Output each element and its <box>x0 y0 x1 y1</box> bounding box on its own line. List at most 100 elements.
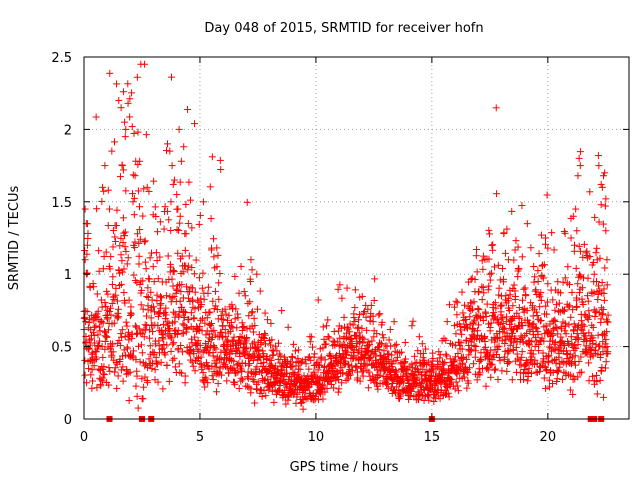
data-point <box>122 247 130 255</box>
data-point-peak <box>576 162 584 170</box>
data-point <box>249 376 257 384</box>
data-point-peak <box>101 162 109 170</box>
data-point <box>338 294 346 302</box>
data-point <box>368 337 376 345</box>
data-point <box>140 238 148 246</box>
data-point <box>161 315 169 323</box>
data-point <box>268 346 276 354</box>
data-point <box>274 339 282 347</box>
data-point <box>96 327 104 335</box>
data-point <box>109 273 117 281</box>
data-point <box>264 367 272 375</box>
data-point <box>142 312 150 320</box>
data-point <box>551 306 559 314</box>
data-point <box>230 333 238 341</box>
data-point <box>491 365 499 373</box>
data-point <box>154 228 162 236</box>
data-point <box>135 203 143 211</box>
data-point <box>472 342 480 350</box>
data-point <box>152 212 160 220</box>
data-point <box>201 383 209 391</box>
data-point <box>112 291 120 299</box>
data-point <box>131 172 139 180</box>
data-point <box>181 372 189 380</box>
data-point <box>371 275 379 283</box>
data-point <box>145 187 153 195</box>
data-point <box>125 296 133 304</box>
data-point <box>211 287 219 295</box>
data-point <box>324 333 332 341</box>
x-axis-label: GPS time / hours <box>290 460 399 475</box>
data-point <box>497 308 505 316</box>
data-point <box>511 292 519 300</box>
data-point <box>206 183 214 191</box>
data-point <box>534 277 542 285</box>
data-point <box>81 247 89 255</box>
data-point <box>167 226 175 234</box>
data-point <box>408 322 416 330</box>
data-point <box>346 371 354 379</box>
data-point <box>118 333 126 341</box>
data-point <box>204 379 212 387</box>
data-point <box>197 316 205 324</box>
data-point <box>135 260 143 268</box>
data-point <box>158 294 166 302</box>
data-point <box>243 334 251 342</box>
data-point <box>307 356 315 364</box>
data-point <box>291 347 299 355</box>
data-point <box>213 263 221 271</box>
data-point <box>136 235 144 243</box>
data-point <box>249 356 257 364</box>
data-point <box>143 293 151 301</box>
data-point <box>139 277 147 285</box>
data-point <box>213 359 221 367</box>
data-point <box>136 358 144 366</box>
data-point <box>102 329 110 337</box>
data-point <box>125 336 133 344</box>
data-point <box>272 342 280 350</box>
data-point <box>148 359 156 367</box>
data-point <box>320 335 328 343</box>
data-point <box>227 346 235 354</box>
data-point <box>187 309 195 317</box>
data-point <box>336 334 344 342</box>
data-point <box>263 353 271 361</box>
data-point <box>104 222 112 230</box>
data-point-peak <box>571 241 578 249</box>
data-point <box>200 295 208 303</box>
data-point <box>121 243 129 251</box>
data-point <box>469 320 477 328</box>
data-point <box>267 341 275 349</box>
data-point <box>184 262 192 270</box>
data-point <box>351 286 359 294</box>
data-point <box>168 334 176 342</box>
data-point <box>116 242 124 250</box>
data-point <box>115 313 123 321</box>
data-point <box>315 380 323 388</box>
data-point <box>134 187 142 195</box>
data-point <box>250 328 258 336</box>
data-point <box>91 339 99 347</box>
data-point <box>84 229 92 237</box>
data-point <box>291 369 299 377</box>
data-point-peak <box>119 88 127 96</box>
data-point <box>591 312 599 320</box>
data-point <box>162 304 170 312</box>
data-point <box>156 218 164 226</box>
data-point <box>234 368 242 376</box>
data-point <box>178 281 186 289</box>
data-point <box>89 328 97 336</box>
data-point <box>133 372 141 380</box>
data-point-peak <box>574 172 582 180</box>
data-point <box>297 399 305 407</box>
data-point <box>594 295 602 303</box>
data-point <box>258 393 266 401</box>
data-point <box>114 309 122 317</box>
data-point <box>487 373 495 381</box>
data-point <box>554 330 562 338</box>
data-point <box>192 256 200 264</box>
data-point <box>113 80 121 88</box>
data-point <box>254 378 262 386</box>
data-point <box>244 374 252 382</box>
data-point <box>174 249 182 257</box>
